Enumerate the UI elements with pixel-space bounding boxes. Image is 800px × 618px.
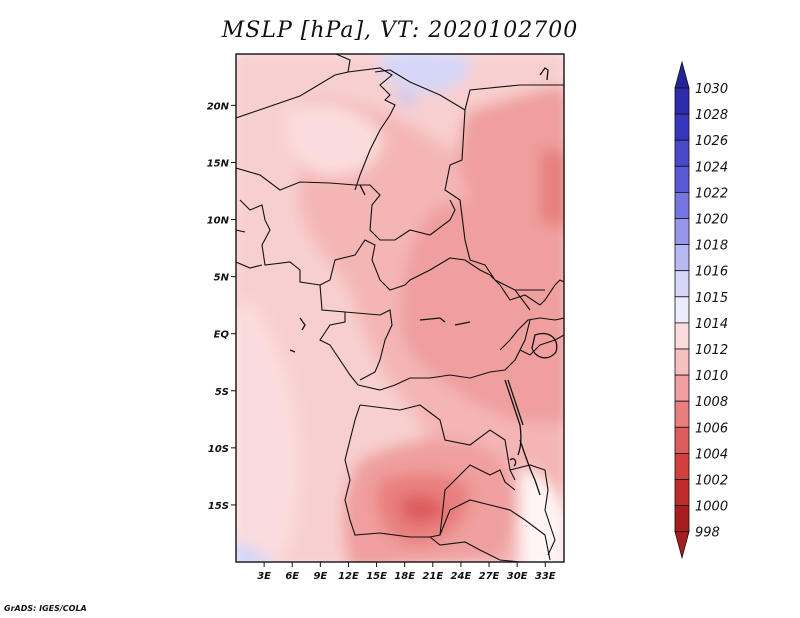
field-region-pale-w [236, 300, 300, 562]
country-borders [236, 54, 564, 562]
colorbar-swatch [674, 165, 690, 193]
lon-tick-label: 6E [285, 571, 299, 582]
map-frame [235, 53, 565, 563]
lon-tick-label: 24E [451, 571, 472, 582]
field-region-high-n2 [395, 92, 418, 106]
border-central [319, 239, 541, 306]
colorbar-label: 1010 [695, 369, 728, 384]
colorbar-swatch [674, 113, 690, 141]
colorbar-swatch [674, 505, 690, 533]
border-botswana-zimbabwe [429, 499, 551, 562]
colorbar-label: 1008 [695, 395, 728, 410]
map-title-text: MSLP [hPa], VT: 2020102700 [221, 18, 579, 43]
border-mozambique [509, 464, 556, 556]
colorbar: 1030 1028 1026 1024 1022 1020 1018 1016 1015 1014… [674, 60, 728, 560]
lat-tick-label: 5N [214, 273, 230, 284]
colorbar-bottom-arrow [674, 531, 690, 560]
lat-tick-label: 15N [207, 158, 230, 169]
border-angola-namibia [344, 404, 516, 538]
colorbar-swatch [674, 479, 690, 507]
coast-details [289, 184, 366, 353]
colorbar-swatch [674, 348, 690, 376]
colorbar-swatch [674, 452, 690, 480]
colorbar-swatch [674, 400, 690, 428]
colorbar-label: 1024 [695, 160, 728, 175]
colorbar-label: 998 [695, 526, 720, 541]
border-sahel [236, 167, 456, 241]
field-region-pale-n [286, 103, 382, 176]
lon-tick-label: 12E [338, 571, 359, 582]
rivers-congo [419, 317, 471, 326]
colorbar-label: 1028 [695, 108, 728, 123]
latitude-axis: 20N 15N 10N 5N EQ 5S 10S 15S [207, 101, 236, 512]
colorbar-swatch [674, 296, 690, 324]
lon-tick-label: 33E [535, 571, 556, 582]
border-ethiopia [515, 279, 564, 306]
lake-malawi [519, 439, 541, 496]
lake-tanganyika-e [507, 379, 524, 426]
lat-tick-label: EQ [214, 330, 230, 341]
colorbar-swatch [674, 322, 690, 350]
colorbar-swatch [674, 87, 690, 115]
colorbar-label: 1014 [695, 317, 728, 332]
colorbar-label: 1022 [695, 186, 728, 201]
colorbar-top-arrow [674, 60, 690, 89]
colorbar-swatch [674, 191, 690, 219]
credit-text: GrADS: IGES/COLA [4, 604, 87, 613]
border-west [239, 199, 321, 286]
border-north [236, 54, 396, 191]
colorbar-label: 1015 [695, 291, 728, 306]
colorbar-swatch [674, 426, 690, 454]
map-title: MSLP [hPa], VT: 2020102700 [0, 18, 800, 43]
colorbar-label: 1002 [695, 474, 728, 489]
border-coast-w [236, 229, 263, 269]
colorbar-swatch [674, 218, 690, 246]
colorbar-swatch [674, 139, 690, 167]
lake-victoria [531, 332, 558, 359]
lat-tick-label: 10S [208, 444, 229, 455]
lake-small [509, 458, 517, 467]
lon-tick-label: 18E [394, 571, 415, 582]
field-region-high-n [379, 54, 471, 93]
lakes-and-coast [289, 67, 558, 496]
border-east-africa [499, 317, 564, 356]
lat-tick-label: 20N [207, 101, 230, 112]
longitude-axis: 3E 6E 9E 12E 15E 18E 21E 24E 27E 30E 33E [257, 562, 556, 582]
lat-tick-label: 5S [215, 387, 229, 398]
lon-tick-label: 27E [479, 571, 500, 582]
colorbar-label: 1000 [695, 500, 728, 515]
colorbar-swatch [674, 244, 690, 272]
lon-tick-label: 21E [422, 571, 443, 582]
field-region-low-s [400, 495, 445, 523]
colorbar-label: 1018 [695, 239, 728, 254]
colorbar-label: 1016 [695, 265, 728, 280]
field-region-high-sw [236, 541, 274, 562]
field-region-darker-ne [540, 150, 564, 228]
colorbar-label: 1004 [695, 447, 728, 462]
colorbar-label: 1026 [695, 134, 728, 149]
border-libya-egypt [374, 69, 564, 111]
lon-tick-label: 3E [257, 571, 271, 582]
lake-tanganyika [504, 379, 522, 456]
lon-tick-label: 30E [507, 571, 528, 582]
border-angola-zambia [359, 404, 516, 481]
field-region-white-se [520, 470, 564, 562]
colorbar-label: 1030 [695, 82, 728, 97]
lat-tick-label: 15S [208, 501, 229, 512]
coast-ne [539, 67, 549, 81]
colorbar-label: 1012 [695, 343, 728, 358]
lon-tick-label: 9E [313, 571, 327, 582]
field-region-dark-ne [459, 87, 564, 278]
pressure-field [236, 54, 564, 562]
lon-tick-label: 15E [366, 571, 387, 582]
colorbar-swatch [674, 374, 690, 402]
lat-tick-label: 10N [207, 216, 230, 227]
border-gabon-congo [319, 284, 359, 386]
border-congo [344, 309, 393, 381]
colorbar-swatch [674, 270, 690, 298]
colorbar-label: 1020 [695, 213, 728, 228]
colorbar-label: 1006 [695, 421, 728, 436]
border-sudan [444, 109, 531, 311]
